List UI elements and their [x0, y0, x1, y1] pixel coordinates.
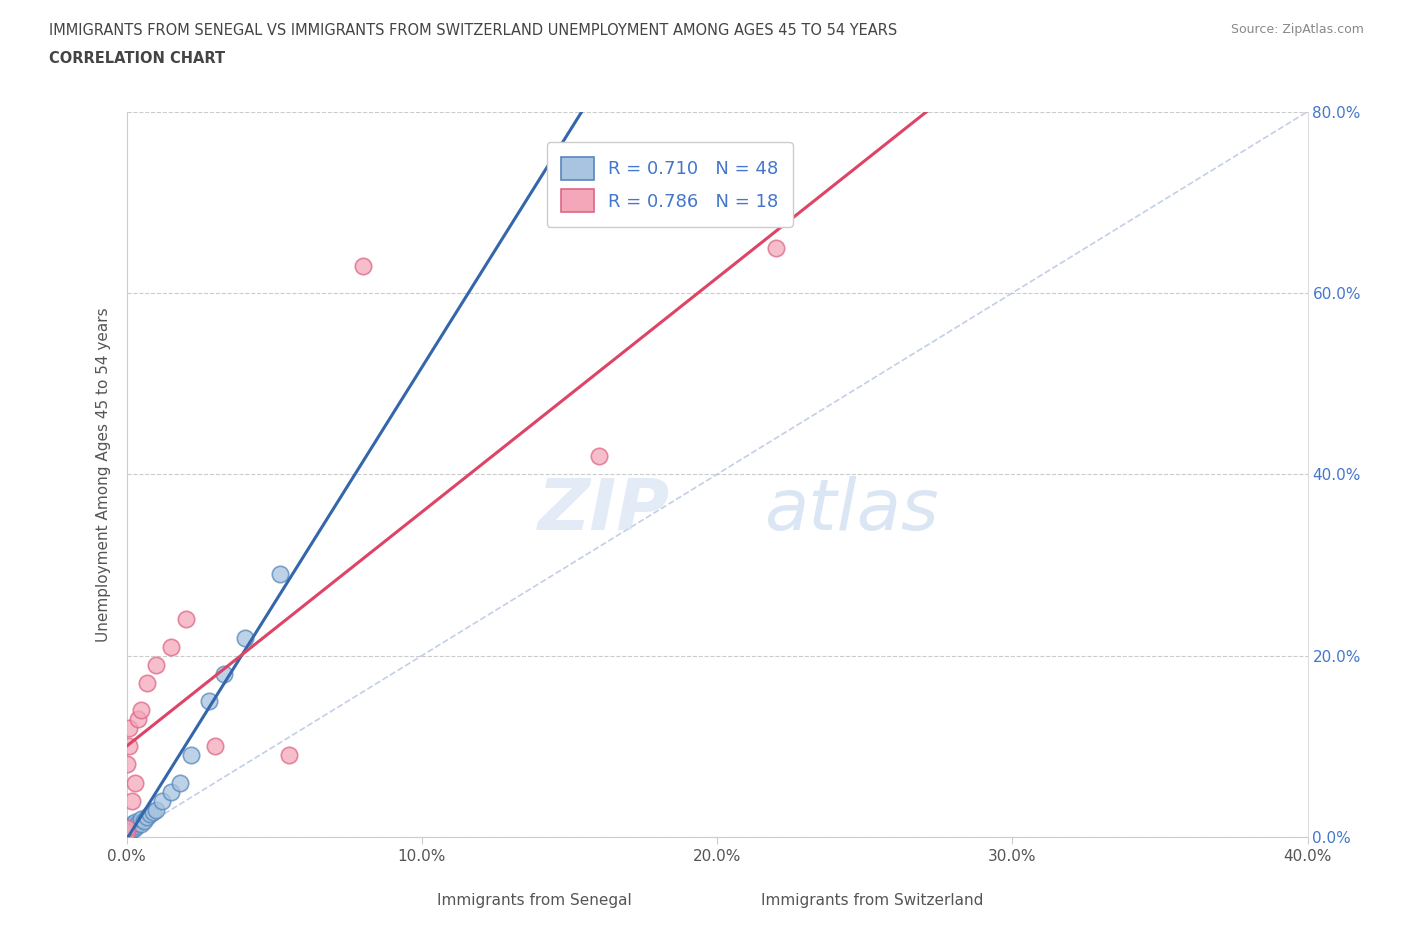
Point [115, 828, 138, 843]
Point [139, 807, 162, 822]
Point [269, 566, 291, 581]
Point [115, 830, 138, 844]
Point [160, 784, 183, 799]
Point [121, 822, 143, 837]
Point [145, 658, 167, 672]
Point [118, 738, 141, 753]
Point [169, 776, 191, 790]
Point [145, 803, 167, 817]
Text: IMMIGRANTS FROM SENEGAL VS IMMIGRANTS FROM SWITZERLAND UNEMPLOYMENT AMONG AGES 4: IMMIGRANTS FROM SENEGAL VS IMMIGRANTS FR… [49, 23, 897, 38]
Point [115, 829, 138, 844]
Point [160, 639, 183, 654]
Point [115, 830, 138, 844]
Point [124, 818, 146, 833]
Point [118, 823, 141, 838]
Point [115, 827, 138, 842]
Point [174, 612, 197, 627]
Point [118, 822, 141, 837]
Point [204, 738, 226, 753]
Point [278, 748, 301, 763]
Point [198, 694, 221, 709]
Point [352, 259, 374, 273]
Point [150, 793, 173, 808]
Point [765, 240, 787, 255]
Point [134, 813, 156, 828]
Point [115, 825, 138, 840]
Point [118, 820, 141, 835]
Point [142, 804, 165, 819]
Y-axis label: Unemployment Among Ages 45 to 54 years: Unemployment Among Ages 45 to 54 years [96, 307, 111, 642]
Point [121, 793, 143, 808]
Point [212, 667, 235, 682]
Point [136, 810, 159, 825]
Point [136, 675, 159, 690]
Point [127, 816, 149, 830]
Point [115, 830, 138, 844]
Point [115, 826, 138, 841]
Point [124, 815, 146, 830]
Point [115, 828, 138, 843]
Point [121, 820, 143, 835]
Point [115, 830, 138, 844]
Text: atlas: atlas [765, 476, 939, 545]
Point [118, 721, 141, 736]
Point [127, 711, 149, 726]
Point [121, 817, 143, 831]
Point [115, 829, 138, 844]
Point [115, 826, 138, 841]
Text: Immigrants from Senegal: Immigrants from Senegal [437, 893, 631, 908]
Point [115, 757, 138, 772]
Point [115, 820, 138, 835]
Text: ZIP: ZIP [537, 476, 669, 545]
Legend: R = 0.710   N = 48, R = 0.786   N = 18: R = 0.710 N = 48, R = 0.786 N = 18 [547, 142, 793, 227]
Point [115, 827, 138, 842]
Point [115, 830, 138, 844]
Point [129, 817, 153, 831]
Point [115, 825, 138, 840]
Point [124, 820, 146, 835]
Text: CORRELATION CHART: CORRELATION CHART [49, 51, 225, 66]
Point [129, 703, 153, 718]
Point [124, 776, 146, 790]
Point [115, 830, 138, 844]
Point [115, 830, 138, 844]
Point [115, 824, 138, 839]
Point [129, 811, 153, 827]
Point [233, 631, 256, 645]
Point [118, 823, 141, 838]
Text: Immigrants from Switzerland: Immigrants from Switzerland [761, 893, 983, 908]
Text: Source: ZipAtlas.com: Source: ZipAtlas.com [1230, 23, 1364, 36]
Point [115, 825, 138, 840]
Point [115, 827, 138, 842]
Point [588, 449, 610, 464]
Point [180, 748, 202, 763]
Point [115, 830, 138, 844]
Point [118, 824, 141, 839]
Point [121, 818, 143, 833]
